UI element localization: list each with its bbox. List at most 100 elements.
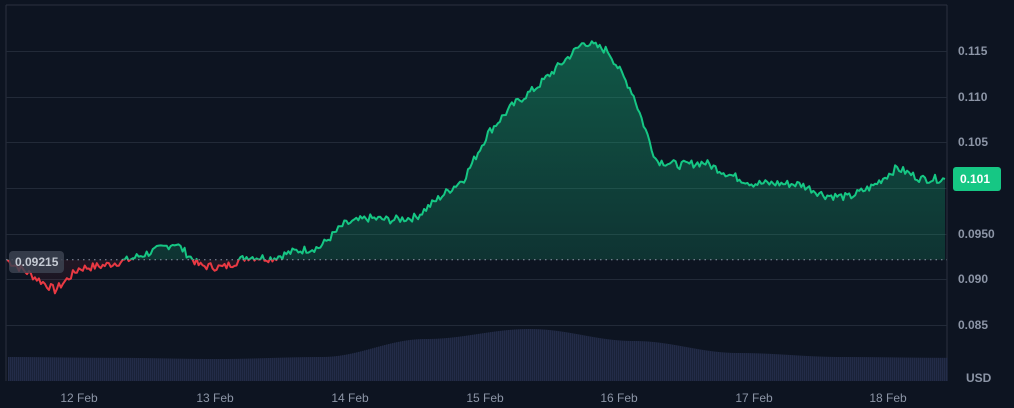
volume-bar bbox=[82, 357, 84, 381]
volume-bar bbox=[914, 357, 916, 381]
volume-bar bbox=[410, 339, 412, 381]
volume-bar bbox=[822, 356, 824, 381]
volume-bar bbox=[176, 358, 178, 381]
volume-bar bbox=[690, 347, 692, 381]
volume-bar bbox=[150, 358, 152, 381]
volume-bar bbox=[704, 350, 706, 381]
volume-bar bbox=[814, 356, 816, 381]
volume-bar bbox=[254, 358, 256, 381]
volume-bar bbox=[138, 357, 140, 381]
volume-bar bbox=[740, 353, 742, 381]
volume-bar bbox=[448, 337, 450, 381]
volume-bar bbox=[438, 338, 440, 381]
x-tick-label: 15 Feb bbox=[466, 391, 504, 405]
volume-bar bbox=[242, 358, 244, 381]
volume-bar bbox=[408, 340, 410, 381]
volume-bar bbox=[406, 340, 408, 381]
volume-bar bbox=[244, 358, 246, 381]
volume-bar bbox=[272, 357, 274, 381]
volume-bar bbox=[772, 353, 774, 381]
volume-bar bbox=[456, 336, 458, 381]
volume-bar bbox=[746, 353, 748, 381]
volume-bar bbox=[344, 354, 346, 381]
volume-bar bbox=[482, 333, 484, 381]
volume-bar bbox=[904, 357, 906, 381]
volume-bar bbox=[304, 357, 306, 381]
volume-bar bbox=[54, 357, 56, 381]
volume-bar bbox=[102, 357, 104, 381]
volume-bar bbox=[350, 353, 352, 381]
volume-bar bbox=[474, 334, 476, 381]
x-tick-label: 12 Feb bbox=[60, 391, 98, 405]
volume-bar bbox=[686, 347, 688, 381]
volume-bar bbox=[230, 358, 232, 381]
volume-bar bbox=[86, 357, 88, 381]
volume-bar bbox=[42, 357, 44, 381]
volume-bar bbox=[20, 357, 22, 381]
volume-bar bbox=[266, 358, 268, 381]
volume-bar bbox=[572, 333, 574, 381]
volume-bar bbox=[152, 358, 154, 381]
volume-bar bbox=[840, 356, 842, 381]
volume-bar bbox=[94, 357, 96, 381]
volume-bar bbox=[198, 358, 200, 381]
volume-bar bbox=[506, 330, 508, 381]
volume-bar bbox=[906, 357, 908, 381]
volume-bar bbox=[498, 331, 500, 381]
volume-bar bbox=[358, 351, 360, 381]
volume-bar bbox=[476, 334, 478, 381]
volume-bar bbox=[100, 357, 102, 381]
volume-bar bbox=[376, 347, 378, 381]
volume-bar bbox=[738, 353, 740, 381]
volume-bar bbox=[858, 357, 860, 381]
volume-bar bbox=[148, 358, 150, 381]
volume-bar bbox=[878, 357, 880, 381]
volume-bar bbox=[902, 357, 904, 381]
volume-bar bbox=[288, 357, 290, 381]
volume-bar bbox=[602, 338, 604, 381]
volume-bar bbox=[52, 357, 54, 381]
volume-bar bbox=[810, 356, 812, 381]
volume-bar bbox=[578, 334, 580, 381]
volume-bar bbox=[670, 344, 672, 381]
volume-bar bbox=[154, 358, 156, 381]
volume-bar bbox=[62, 357, 64, 381]
volume-bar bbox=[232, 358, 234, 381]
volume-bar bbox=[596, 337, 598, 381]
volume-bar bbox=[238, 358, 240, 381]
volume-bar bbox=[620, 340, 622, 381]
volume-bar bbox=[526, 329, 528, 381]
volume-bar bbox=[136, 357, 138, 381]
volume-bar bbox=[638, 341, 640, 381]
volume-bar bbox=[664, 343, 666, 381]
volume-bar bbox=[310, 357, 312, 381]
volume-bar bbox=[352, 353, 354, 381]
volume-bar bbox=[110, 357, 112, 381]
volume-bar bbox=[612, 339, 614, 381]
volume-bar bbox=[454, 337, 456, 381]
volume-bar bbox=[424, 339, 426, 381]
volume-bar bbox=[204, 358, 206, 381]
volume-bar bbox=[614, 340, 616, 381]
volume-bar bbox=[354, 352, 356, 381]
volume-bar bbox=[134, 357, 136, 381]
volume-bar bbox=[182, 358, 184, 381]
volume-bar bbox=[372, 348, 374, 381]
volume-bar bbox=[444, 338, 446, 381]
volume-bar bbox=[846, 357, 848, 381]
volume-bar bbox=[520, 329, 522, 381]
volume-bar bbox=[532, 329, 534, 381]
volume-bar bbox=[124, 357, 126, 381]
volume-bar bbox=[658, 342, 660, 381]
volume-bar bbox=[542, 329, 544, 381]
volume-bar bbox=[608, 339, 610, 381]
volume-bar bbox=[634, 341, 636, 381]
volume-bar bbox=[202, 358, 204, 381]
volume-bar bbox=[168, 358, 170, 381]
volume-bar bbox=[46, 357, 48, 381]
y-tick-label: 0.105 bbox=[958, 135, 989, 150]
volume-bar bbox=[780, 354, 782, 381]
volume-bar bbox=[430, 338, 432, 381]
